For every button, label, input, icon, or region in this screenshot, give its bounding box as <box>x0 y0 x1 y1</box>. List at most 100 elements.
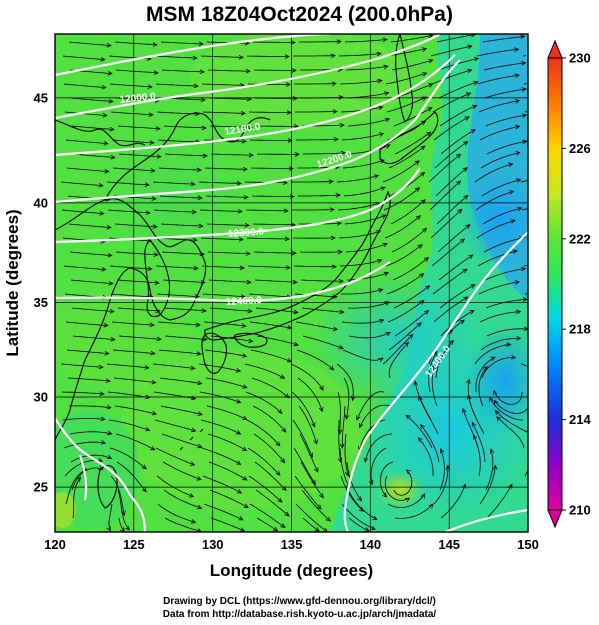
streamline <box>382 334 414 365</box>
streamline <box>202 475 242 494</box>
streamline <box>475 190 514 211</box>
streamline <box>201 447 241 465</box>
streamline <box>486 484 513 519</box>
colorbar-gradient <box>547 57 563 511</box>
streamline <box>203 503 244 521</box>
streamline-arrowhead <box>420 423 425 430</box>
streamline-arrowhead <box>248 152 254 158</box>
streamline <box>386 273 424 295</box>
streamline-arrowhead <box>188 493 195 498</box>
streamline <box>155 83 198 87</box>
streamline-arrowhead <box>153 70 159 75</box>
streamline <box>484 268 526 281</box>
streamline <box>420 424 440 463</box>
streamline-arrowhead <box>333 137 339 142</box>
streamline <box>60 181 103 187</box>
streamline <box>521 208 528 211</box>
streamline <box>111 321 154 326</box>
streamline <box>294 83 337 85</box>
streamline-arrowhead <box>510 354 517 360</box>
streamline <box>394 310 429 337</box>
streamline <box>392 257 429 281</box>
streamline-arrowhead <box>461 407 467 414</box>
x-tick-label: 140 <box>359 537 381 552</box>
streamline <box>478 366 488 407</box>
streamline-arrowhead <box>107 70 113 76</box>
streamline <box>247 83 290 85</box>
streamline-arrowhead <box>459 238 466 244</box>
streamline <box>155 265 198 269</box>
streamline-arrowhead <box>421 47 428 52</box>
streamline-arrowhead <box>467 44 473 50</box>
streamline-arrowhead <box>283 208 289 214</box>
streamline <box>202 293 245 298</box>
streamline <box>292 209 335 211</box>
colorbar-max-triangle <box>547 39 563 59</box>
streamline-arrowhead <box>382 492 388 498</box>
streamline <box>157 503 196 523</box>
colorbar-tick-label: 218 <box>569 322 591 337</box>
streamline <box>109 83 152 88</box>
streamline-arrowhead <box>102 112 108 118</box>
streamline-arrowhead <box>379 318 385 324</box>
streamline <box>72 335 115 340</box>
streamline <box>117 489 130 531</box>
streamline <box>247 265 291 269</box>
streamline-arrowhead <box>425 285 431 290</box>
streamline <box>68 41 111 46</box>
streamline <box>107 209 150 214</box>
streamline <box>204 167 248 170</box>
streamline-arrowhead <box>508 162 514 167</box>
streamline-arrowhead <box>516 309 522 315</box>
streamline <box>418 396 439 435</box>
streamline <box>431 69 472 85</box>
streamline-arrowhead <box>103 140 109 146</box>
streamline-arrowhead <box>426 131 432 137</box>
streamline-arrowhead <box>99 391 105 396</box>
streamline <box>256 517 278 532</box>
streamline-arrowhead <box>243 194 249 200</box>
streamline <box>255 307 298 313</box>
streamline-arrowhead <box>198 223 204 229</box>
plot-frame <box>54 33 529 533</box>
streamline-arrowhead <box>145 426 151 432</box>
streamline <box>69 431 112 435</box>
streamline <box>387 493 426 508</box>
streamline <box>344 214 386 225</box>
streamline-arrowhead <box>242 166 248 172</box>
streamline <box>298 194 341 197</box>
streamline <box>431 364 438 407</box>
streamline <box>250 167 293 169</box>
streamline <box>436 34 476 43</box>
streamline <box>64 111 107 116</box>
streamline-arrowhead <box>419 299 425 305</box>
streamline-arrowhead <box>339 443 345 449</box>
streamline-arrowhead <box>332 326 339 332</box>
streamline <box>394 131 432 155</box>
streamline <box>338 420 342 462</box>
streamline-arrowhead <box>514 99 521 104</box>
map-title: MSM 18Z04Oct2024 (200.0hPa) <box>146 3 453 26</box>
streamline <box>344 39 387 43</box>
streamline <box>250 349 292 363</box>
streamline <box>387 300 425 323</box>
streamline <box>106 181 149 186</box>
streamline-arrowhead <box>363 457 369 463</box>
streamline <box>430 209 463 239</box>
streamline <box>391 59 433 71</box>
streamline-arrowhead <box>243 503 249 509</box>
streamline-arrowhead <box>154 280 160 285</box>
streamline <box>337 391 341 434</box>
streamline-arrowhead <box>107 252 113 258</box>
streamline-arrowhead <box>244 223 250 228</box>
streamline <box>390 199 426 225</box>
streamline-arrowhead <box>464 116 470 121</box>
streamline <box>485 299 527 309</box>
streamline-arrowhead <box>147 84 153 89</box>
streamline <box>480 338 521 351</box>
streamline-arrowhead <box>514 73 520 78</box>
streamline-arrowhead <box>338 345 344 350</box>
streamline-arrowhead <box>506 342 512 347</box>
streamline-arrowhead <box>237 209 243 214</box>
streamline <box>356 391 385 421</box>
